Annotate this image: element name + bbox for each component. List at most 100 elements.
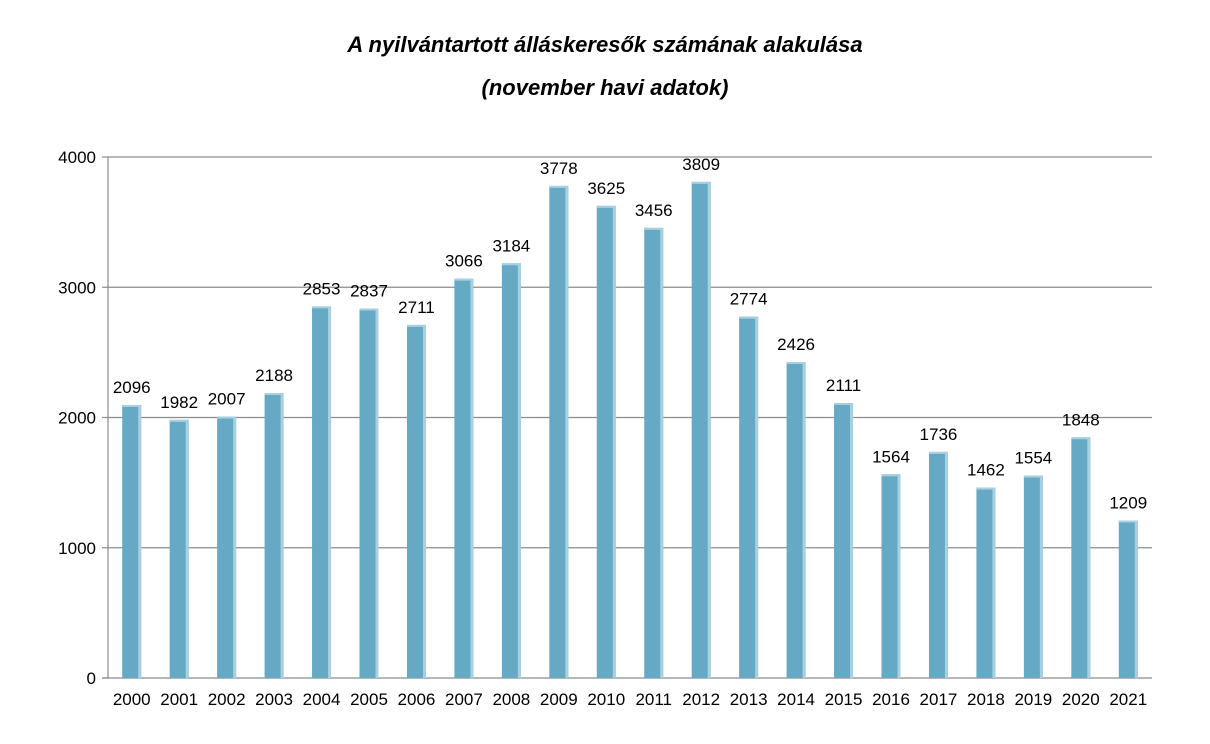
bar-highlight	[470, 278, 474, 678]
bar-highlight	[612, 205, 616, 678]
bar	[549, 185, 569, 678]
bar	[312, 306, 332, 678]
bar	[1071, 437, 1091, 678]
x-tick-label: 2020	[1062, 690, 1100, 709]
x-tick-label: 2006	[398, 690, 436, 709]
bar-top-highlight	[169, 419, 189, 422]
bar	[976, 487, 996, 678]
bar-2007	[454, 278, 474, 678]
bar	[359, 308, 379, 678]
chart-subtitle: (november havi adatok)	[481, 75, 729, 100]
y-tick-labels: 0 1000 2000 3000 4000	[58, 148, 96, 688]
chart-title: A nyilvántartott álláskeresők számának a…	[347, 32, 863, 57]
bar-highlight	[328, 306, 332, 678]
bar-2011	[644, 227, 664, 678]
bar-top-highlight	[881, 474, 901, 477]
x-tick-label: 2008	[492, 690, 530, 709]
bar-top-highlight	[786, 362, 806, 365]
bar-2004	[312, 306, 332, 678]
bar-2013	[739, 316, 759, 678]
bar-2020	[1071, 437, 1091, 678]
data-label: 2837	[350, 281, 388, 300]
bar-highlight	[185, 419, 189, 678]
x-tick-label: 2004	[303, 690, 341, 709]
bar	[928, 451, 948, 678]
x-tick-label: 2009	[540, 690, 578, 709]
x-tick-label: 2016	[872, 690, 910, 709]
bar-highlight	[1039, 475, 1043, 678]
bar	[739, 316, 759, 678]
x-tick-label: 2018	[967, 690, 1005, 709]
bar-top-highlight	[596, 205, 616, 208]
bar	[454, 278, 474, 678]
bar-2019	[1023, 475, 1043, 678]
bar-top-highlight	[976, 487, 996, 490]
data-label: 2853	[303, 279, 341, 298]
bar-2009	[549, 185, 569, 678]
bar	[786, 362, 806, 678]
bar-2005	[359, 308, 379, 678]
bar-highlight	[707, 181, 711, 678]
x-tick-label: 2021	[1109, 690, 1147, 709]
bar-highlight	[565, 185, 569, 678]
data-label: 3066	[445, 252, 483, 271]
bar-2006	[406, 324, 426, 678]
data-label: 2007	[208, 390, 246, 409]
bar-2003	[264, 393, 284, 678]
data-label: 3456	[635, 201, 673, 220]
x-tick-label: 2013	[730, 690, 768, 709]
bar-highlight	[138, 404, 142, 678]
x-tick-label: 2003	[255, 690, 293, 709]
bar	[406, 324, 426, 678]
x-tick-label: 2012	[682, 690, 720, 709]
bars	[122, 181, 1138, 678]
y-tick-label: 1000	[58, 539, 96, 558]
x-tick-label: 2001	[160, 690, 198, 709]
bar-highlight	[280, 393, 284, 678]
x-tick-label: 2015	[825, 690, 863, 709]
bar-highlight	[944, 451, 948, 678]
bar	[264, 393, 284, 678]
bar-2008	[501, 263, 521, 678]
bar-top-highlight	[549, 185, 569, 188]
bar	[1023, 475, 1043, 678]
x-tick-label: 2010	[587, 690, 625, 709]
bar-highlight	[850, 403, 854, 678]
y-tick-label: 4000	[58, 148, 96, 167]
x-tick-labels: 2000 2001 2002 2003 2004 2005 2006 2007 2008 2009…	[113, 690, 1147, 709]
bar-highlight	[992, 487, 996, 678]
bar-2000	[122, 404, 142, 678]
data-label: 1462	[967, 461, 1005, 480]
data-label: 2096	[113, 378, 151, 397]
bar-2012	[691, 181, 711, 678]
bar-top-highlight	[122, 404, 142, 407]
bar-top-highlight	[1071, 437, 1091, 440]
bar-top-highlight	[739, 316, 759, 319]
data-label: 1848	[1062, 410, 1100, 429]
x-tick-label: 2000	[113, 690, 151, 709]
data-label: 3809	[682, 155, 720, 174]
bar-highlight	[517, 263, 521, 678]
data-labels: 2096 1982 2007 2188 2853 2837 2711 3066 3184 3778…	[113, 155, 1147, 513]
bar-2015	[834, 403, 854, 678]
data-label: 2774	[730, 290, 768, 309]
y-tick-label: 3000	[58, 278, 96, 297]
bar-top-highlight	[691, 181, 711, 184]
bar-highlight	[1134, 520, 1138, 678]
bar-top-highlight	[1118, 520, 1138, 523]
x-tick-label: 2014	[777, 690, 815, 709]
bar-top-highlight	[312, 306, 332, 309]
data-label: 2111	[826, 376, 861, 395]
data-label: 3778	[540, 159, 578, 178]
data-label: 2426	[777, 335, 815, 354]
bar-top-highlight	[501, 263, 521, 266]
bar	[217, 416, 237, 678]
x-tick-label: 2007	[445, 690, 483, 709]
bar	[169, 419, 189, 678]
bar-highlight	[1087, 437, 1091, 678]
bar	[644, 227, 664, 678]
bar-top-highlight	[359, 308, 379, 311]
bar-highlight	[802, 362, 806, 678]
bar-top-highlight	[454, 278, 474, 281]
